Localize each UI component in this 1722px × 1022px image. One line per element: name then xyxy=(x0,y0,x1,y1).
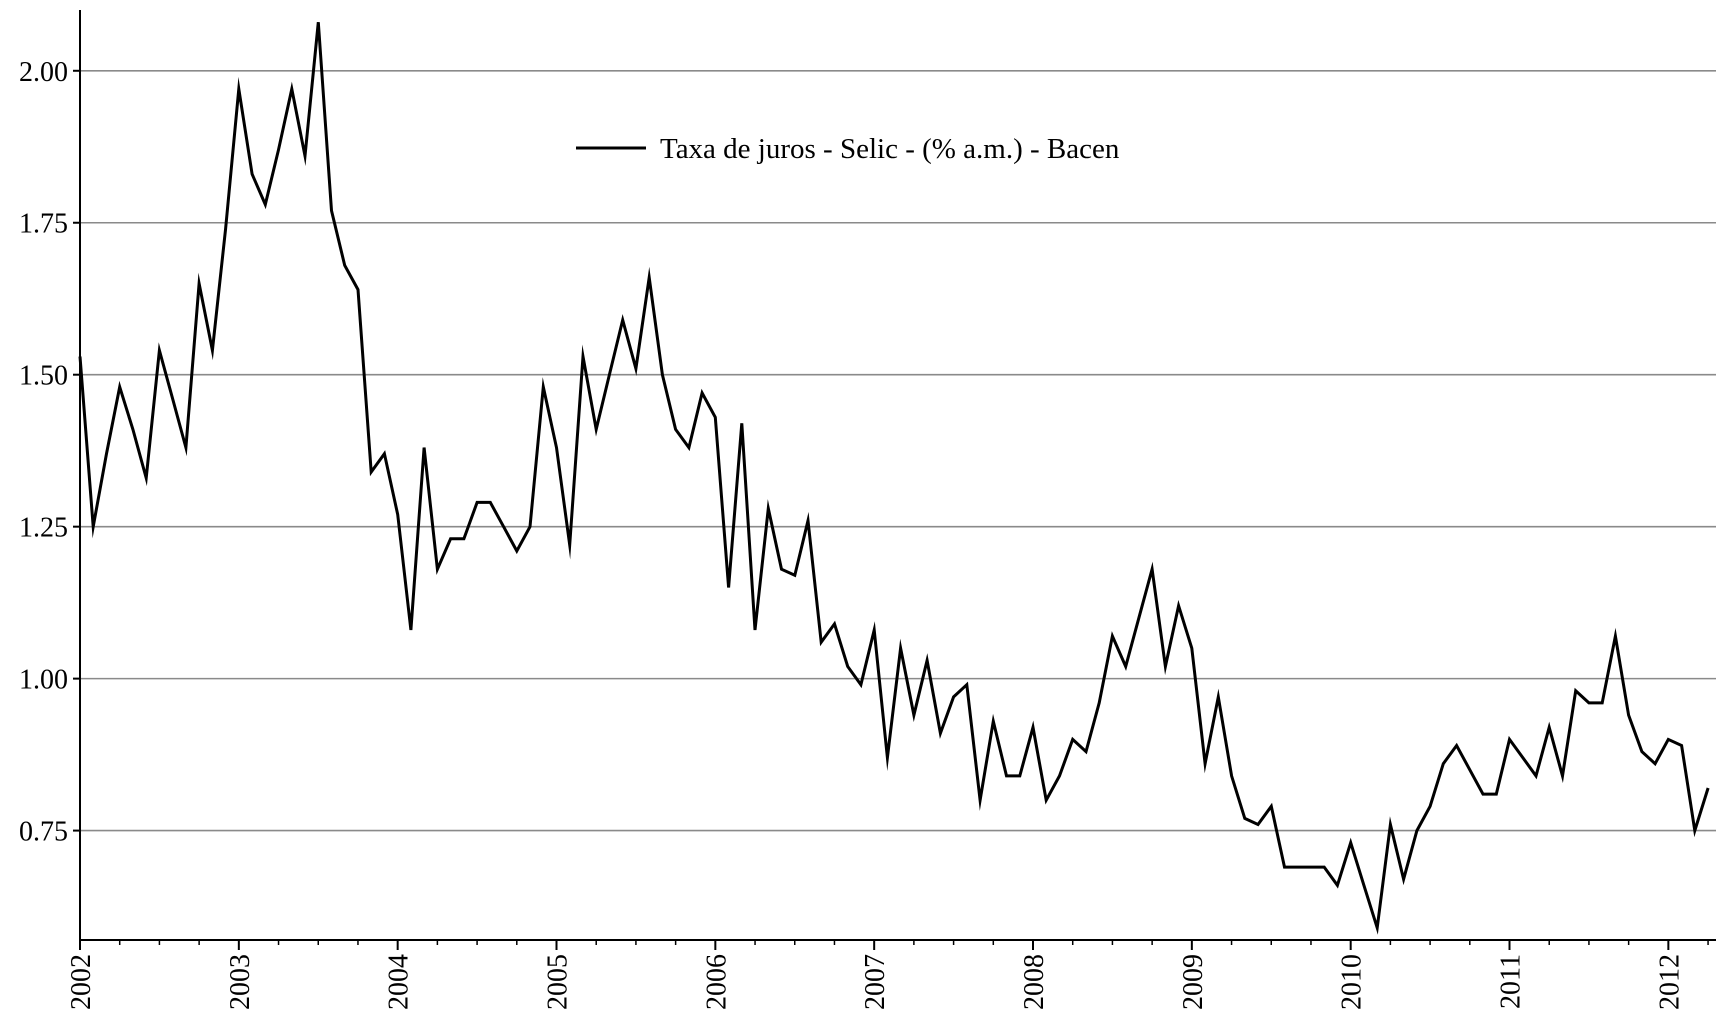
y-tick-label: 1.25 xyxy=(19,513,68,544)
x-tick-label: 2011 xyxy=(1496,954,1527,1009)
y-tick-label: 0.75 xyxy=(19,817,68,848)
y-tick-label: 2.00 xyxy=(19,57,68,88)
series-line-0 xyxy=(78,22,1710,935)
x-tick-labels: 2002 2003 2004 2005 2006 2007 2008 2009 2010 2011… xyxy=(66,954,1685,1010)
legend-label: Taxa de juros - Selic - (% a.m.) - Bacen xyxy=(660,133,1120,165)
legend: Taxa de juros - Selic - (% a.m.) - Bacen xyxy=(576,133,1120,165)
x-tick-label: 2012 xyxy=(1654,954,1685,1010)
series-group xyxy=(78,22,1710,935)
x-tick-label: 2007 xyxy=(860,954,891,1010)
x-tick-label: 2010 xyxy=(1337,954,1368,1010)
y-tick-label: 1.50 xyxy=(19,361,68,392)
y-tick-label: 1.75 xyxy=(19,209,68,240)
x-tick-label: 2006 xyxy=(701,954,732,1010)
y-tick-label: 1.00 xyxy=(19,665,68,696)
y-tick-labels: 0.75 1.00 1.25 1.50 1.75 2.00 xyxy=(19,57,68,848)
x-tick-label: 2005 xyxy=(543,954,574,1010)
x-tick-label: 2003 xyxy=(225,954,256,1010)
axes xyxy=(73,10,1716,950)
x-tick-label: 2008 xyxy=(1019,954,1050,1010)
x-tick-label: 2004 xyxy=(384,954,415,1010)
x-tick-label: 2002 xyxy=(66,954,97,1010)
x-tick-label: 2009 xyxy=(1178,954,1209,1010)
